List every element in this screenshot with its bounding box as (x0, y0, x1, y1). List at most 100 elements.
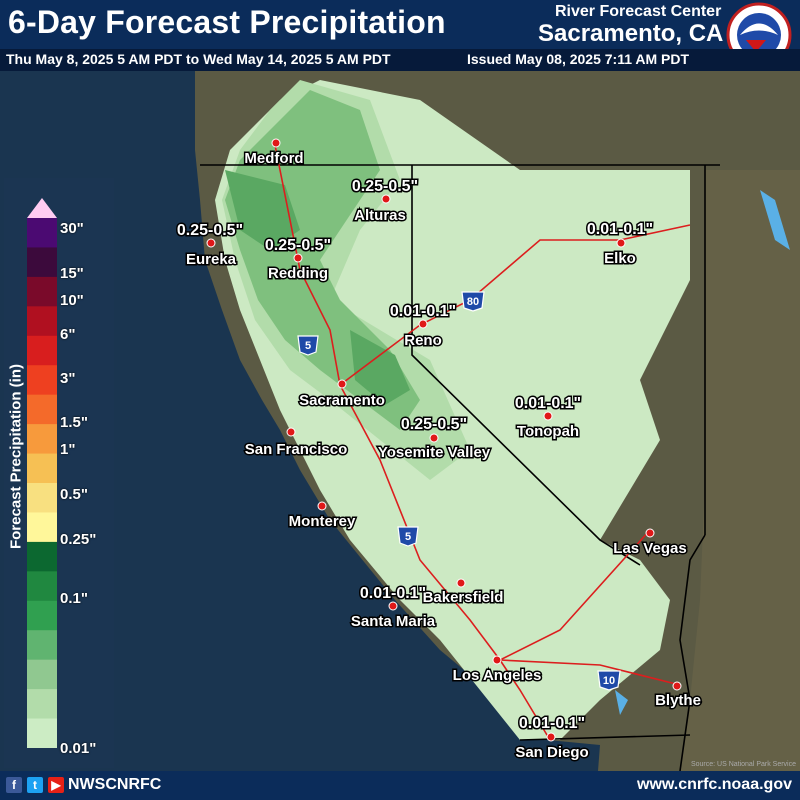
legend-swatch (27, 218, 57, 248)
salton-sea (615, 690, 628, 715)
city-dot-redding[interactable] (293, 253, 303, 263)
legend-swatch (27, 394, 57, 425)
legend-title-wrap: Forecast Precipitation (in) (8, 178, 25, 768)
legend-swatch (27, 600, 57, 631)
city-dot-elko[interactable] (616, 238, 626, 248)
legend-swatch (27, 659, 57, 690)
city-label-las-vegas: Las Vegas (613, 540, 686, 557)
city-dot-blythe[interactable] (672, 681, 682, 691)
city-dot-alturas[interactable] (381, 194, 391, 204)
legend-label-10: 10" (60, 292, 84, 309)
twitter-icon[interactable]: t (27, 777, 43, 793)
forecast-period-bar: Thu May 8, 2025 5 AM PDT to Wed May 14, … (0, 49, 800, 71)
range-label-tonopah: 0.01-0.1" (515, 395, 581, 412)
city-dot-los-angeles[interactable] (492, 655, 502, 665)
map-credit: Source: US National Park Service (691, 761, 796, 768)
city-label-eureka: Eureka (186, 251, 237, 268)
highway-i10 (499, 659, 681, 686)
legend-label-0-1: 0.1" (60, 590, 88, 607)
footer-bar: f t ▶ NWSCNRFC www.cnrfc.noaa.gov (0, 771, 800, 800)
legend-swatch (27, 424, 57, 455)
city-label-san-diego: San Diego (515, 744, 588, 761)
legend-swatch (27, 483, 57, 513)
city-markers (206, 138, 682, 742)
legend: Forecast Precipitation (in) 30" 15" 10" … (4, 178, 114, 768)
legend-swatch (27, 718, 57, 748)
i10-shield: 10 (603, 675, 615, 687)
social-handle[interactable]: NWSCNRFC (68, 776, 162, 793)
range-label-eureka: 0.25-0.5" (177, 222, 243, 239)
city-label-elko: Elko (604, 250, 636, 267)
range-label-yosemite: 0.25-0.5" (401, 416, 467, 433)
interstate-shields: 5 80 5 10 (297, 291, 621, 691)
city-dot-san-diego[interactable] (546, 732, 556, 742)
facebook-icon[interactable]: f (6, 777, 22, 793)
i80-shield: 80 (467, 296, 479, 308)
legend-label-1-5: 1.5" (60, 414, 88, 431)
legend-swatch (27, 512, 57, 543)
rfc-city: Sacramento, CA (538, 20, 724, 47)
city-dot-santa-maria[interactable] (388, 601, 398, 611)
issued-time: Issued May 08, 2025 7:11 AM PDT (467, 51, 690, 67)
city-label-santa-maria: Santa Maria (351, 613, 436, 630)
precip-0.5-1-north (225, 170, 300, 250)
range-label-alturas: 0.25-0.5" (352, 178, 418, 195)
range-label-reno: 0.01-0.1" (390, 303, 456, 320)
city-label-alturas: Alturas (354, 207, 406, 224)
city-label-yosemite-valley: Yosemite Valley (378, 444, 491, 461)
precip-0.5-1-sierra (350, 330, 410, 405)
highway-i5 (274, 144, 551, 741)
city-dot-eureka[interactable] (206, 238, 216, 248)
city-dot-medford[interactable] (271, 138, 281, 148)
city-label-medford: Medford (244, 150, 303, 167)
rfc-name: River Forecast Center (555, 3, 722, 20)
youtube-icon[interactable]: ▶ (48, 777, 64, 793)
page-title: 6-Day Forecast Precipitation (8, 4, 446, 40)
legend-max-arrow-icon (27, 198, 57, 218)
i5-shield-north: 5 (305, 340, 311, 352)
city-label-los-angeles: Los Angeles (453, 667, 542, 684)
precipitation-map[interactable]: 5 80 5 10 Medf (0, 71, 800, 771)
range-label-elko: 0.01-0.1" (587, 221, 653, 238)
city-label-blythe: Blythe (655, 692, 701, 709)
legend-swatch (27, 306, 57, 337)
legend-swatch (27, 453, 57, 484)
forecast-period: Thu May 8, 2025 5 AM PDT to Wed May 14, … (6, 51, 391, 67)
legend-color-bar (27, 198, 57, 748)
legend-label-0-5: 0.5" (60, 486, 88, 503)
desert-terrain (680, 170, 800, 771)
legend-label-0-25: 0.25" (60, 531, 97, 548)
header-bar: 6-Day Forecast Precipitation River Forec… (0, 0, 800, 71)
city-dot-sacramento[interactable] (337, 379, 347, 389)
city-label-reno: Reno (404, 332, 442, 349)
city-dot-tonopah[interactable] (543, 411, 553, 421)
city-label-tonopah: Tonopah (517, 423, 579, 440)
city-dot-san-francisco[interactable] (286, 427, 296, 437)
city-dot-bakersfield[interactable] (456, 578, 466, 588)
state-border-az (679, 534, 706, 771)
legend-swatches (27, 218, 57, 748)
range-label-redding: 0.25-0.5" (265, 237, 331, 254)
city-label-san-francisco: San Francisco (245, 441, 348, 458)
legend-label-0-01: 0.01" (60, 740, 97, 757)
city-dot-monterey[interactable] (317, 501, 327, 511)
legend-swatch (27, 571, 57, 602)
city-dot-reno[interactable] (418, 319, 428, 329)
legend-swatch (27, 541, 57, 572)
city-label-redding: Redding (268, 265, 328, 282)
website-link[interactable]: www.cnrfc.noaa.gov (637, 776, 792, 793)
range-label-san-diego: 0.01-0.1" (519, 715, 585, 732)
highway-i80 (339, 224, 691, 386)
city-dot-las-vegas[interactable] (645, 528, 655, 538)
legend-label-30: 30" (60, 220, 84, 237)
city-label-bakersfield: Bakersfield (423, 589, 504, 606)
city-label-monterey: Monterey (289, 513, 356, 530)
great-salt-lake (760, 190, 790, 250)
city-dot-yosemite-valley[interactable] (429, 433, 439, 443)
range-label-santa-maria: 0.01-0.1" (360, 585, 426, 602)
legend-title: Forecast Precipitation (in) (7, 363, 25, 550)
legend-swatch (27, 247, 57, 278)
legend-swatch (27, 335, 57, 366)
i5-shield-south: 5 (405, 531, 411, 543)
